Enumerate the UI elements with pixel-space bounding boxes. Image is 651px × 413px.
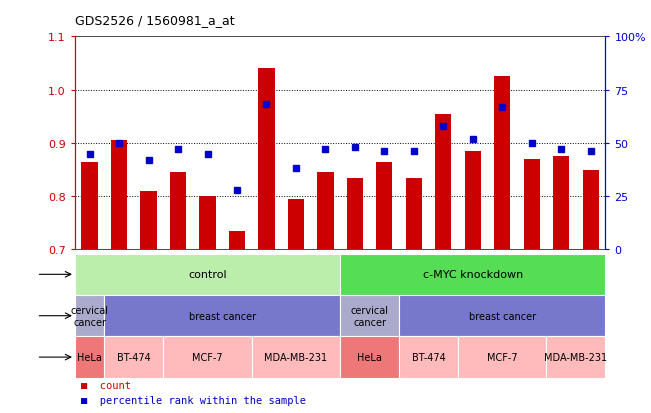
Text: cervical
cancer: cervical cancer — [351, 305, 389, 327]
Text: breast cancer: breast cancer — [469, 311, 536, 321]
Bar — [75, 295, 104, 337]
Bar — [111, 141, 127, 250]
Bar — [376, 162, 393, 250]
Bar — [583, 170, 599, 250]
Bar — [458, 337, 546, 378]
Text: breast cancer: breast cancer — [189, 311, 256, 321]
Bar — [229, 231, 245, 250]
Bar — [406, 178, 422, 250]
Bar — [75, 337, 104, 378]
Bar — [399, 337, 458, 378]
Bar — [252, 337, 340, 378]
Bar — [199, 197, 215, 250]
Text: MDA-MB-231: MDA-MB-231 — [264, 352, 327, 362]
Bar — [340, 295, 399, 337]
Bar — [399, 295, 605, 337]
Text: BT-474: BT-474 — [117, 352, 150, 362]
Text: ■  percentile rank within the sample: ■ percentile rank within the sample — [81, 395, 307, 405]
Bar — [81, 162, 98, 250]
Text: BT-474: BT-474 — [411, 352, 445, 362]
Bar — [347, 178, 363, 250]
Bar — [104, 295, 340, 337]
Text: HeLa: HeLa — [77, 352, 102, 362]
Text: c-MYC knockdown: c-MYC knockdown — [422, 270, 523, 280]
Bar — [340, 254, 605, 295]
Text: GDS2526 / 1560981_a_at: GDS2526 / 1560981_a_at — [75, 14, 234, 27]
Bar — [170, 173, 186, 250]
Bar — [163, 337, 252, 378]
Bar — [75, 254, 340, 295]
Bar — [465, 152, 481, 250]
Bar — [340, 337, 399, 378]
Bar — [317, 173, 333, 250]
Text: HeLa: HeLa — [357, 352, 382, 362]
Bar — [546, 337, 605, 378]
Bar — [288, 199, 304, 250]
Bar — [553, 157, 570, 250]
Text: ■  count: ■ count — [81, 380, 132, 390]
Bar — [258, 69, 275, 250]
Bar — [141, 191, 157, 250]
Bar — [104, 337, 163, 378]
Bar — [436, 114, 451, 250]
Text: MCF-7: MCF-7 — [487, 352, 518, 362]
Bar — [494, 77, 510, 250]
Bar — [523, 159, 540, 250]
Text: MDA-MB-231: MDA-MB-231 — [544, 352, 607, 362]
Text: cervical
cancer: cervical cancer — [70, 305, 109, 327]
Text: MCF-7: MCF-7 — [192, 352, 223, 362]
Text: control: control — [188, 270, 227, 280]
